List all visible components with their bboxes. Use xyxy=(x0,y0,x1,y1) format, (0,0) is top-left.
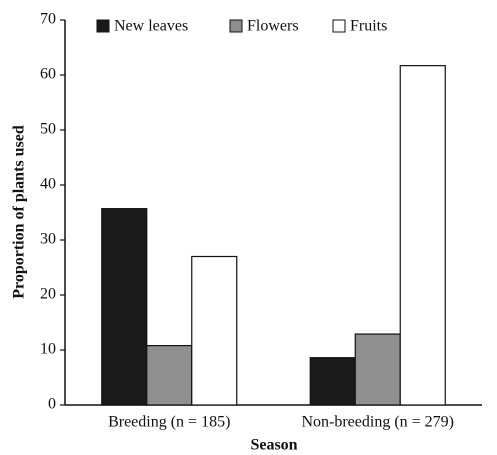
x-tick-label: Breeding (n = 185) xyxy=(108,414,230,431)
x-axis-label: Season xyxy=(250,437,297,454)
legend-label: Flowers xyxy=(247,18,299,35)
bar xyxy=(309,357,356,406)
y-tick-label: 0 xyxy=(48,396,56,413)
bar xyxy=(191,255,238,406)
y-tick-label: 70 xyxy=(40,11,56,28)
legend-swatch xyxy=(96,19,110,33)
bar xyxy=(399,65,446,406)
bar xyxy=(146,345,193,406)
legend-label: New leaves xyxy=(114,18,188,35)
y-axis-label: Proportion of plants used xyxy=(11,125,28,299)
y-tick-label: 10 xyxy=(40,341,56,358)
y-tick-label: 20 xyxy=(40,286,56,303)
y-tick-label: 50 xyxy=(40,121,56,138)
legend-swatch xyxy=(229,19,243,33)
y-tick-label: 30 xyxy=(40,231,56,248)
bar xyxy=(354,333,401,406)
bar xyxy=(101,208,148,406)
x-tick-label: Non-breeding (n = 279) xyxy=(301,414,454,431)
y-tick-label: 60 xyxy=(40,66,56,83)
legend-label: Fruits xyxy=(350,18,387,35)
legend-swatch xyxy=(332,19,346,33)
y-tick-label: 40 xyxy=(40,176,56,193)
